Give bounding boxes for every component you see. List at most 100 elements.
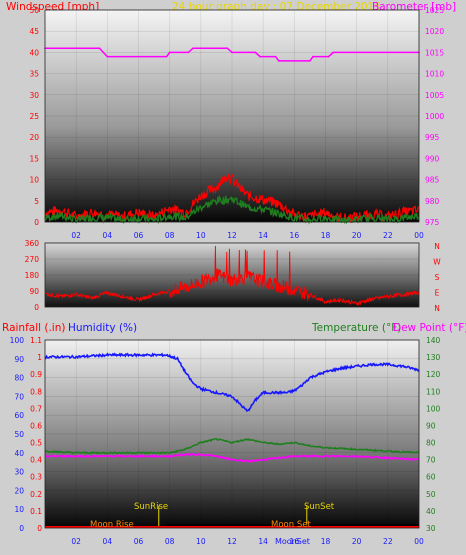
barometer-data-point (327, 55, 330, 58)
windgust-series-line (44, 173, 420, 224)
barometer-data-point (309, 60, 311, 62)
weather-panel-bg (45, 340, 419, 528)
barometer-y-tick-label: 1000 (425, 112, 444, 121)
barometer-data-point (332, 51, 335, 54)
barometer-y-tick-label: 975 (425, 218, 440, 227)
weather-x-tick-label: 00 (414, 537, 424, 546)
barometer-data-point (274, 55, 277, 58)
wind-x-tick-label: 14 (258, 231, 268, 240)
wind-y-tick-label: 10 (29, 176, 39, 185)
wind-x-tick-label: 02 (71, 231, 81, 240)
barometer-y-tick-label: 1005 (425, 91, 444, 100)
weather-x-tick-label: 12 (227, 537, 237, 546)
temperature-y-tick-label: 40 (426, 507, 436, 516)
moonrise-label: Moon Rise (90, 520, 134, 530)
barometer-data-point (192, 47, 194, 49)
barometer-y-tick-label: 980 (425, 197, 440, 206)
weather-x-tick-label: 04 (103, 537, 113, 546)
wind-y-tick-label: 40 (29, 48, 39, 57)
temperature-y-tick-label: 50 (426, 490, 436, 499)
barometer-data-point (187, 51, 190, 54)
temperature-y-tick-label: 120 (426, 370, 441, 379)
direction-panel-frame (44, 242, 420, 308)
wind-y-tick-label: 20 (29, 133, 39, 142)
rainfall-axis-label: Rainfall (.in) (2, 322, 65, 334)
humidity-series-line (44, 352, 420, 412)
humidity-y-tick-label: 60 (14, 411, 24, 420)
temperature-y-tick-label: 80 (426, 439, 436, 448)
direction-y-tick-label: 90 (29, 287, 39, 296)
rainfall-y-tick-label: 1.1 (30, 336, 42, 345)
temperature-y-tick-label: 90 (426, 421, 436, 430)
rainfall-y-tick-label: 0.3 (30, 473, 42, 482)
temperature-y-tick-label: 140 (426, 336, 441, 345)
weather-x-tick-label: 06 (134, 537, 144, 546)
weather-x-tick-label: 08 (165, 537, 175, 546)
weather-x-tick-label: 22 (383, 537, 393, 546)
direction-y-tick-label: 270 (25, 255, 40, 264)
rainfall-y-tick-label: 0.2 (30, 490, 42, 499)
barometer-data-point (98, 47, 101, 49)
humidity-y-tick-label: 10 (14, 505, 24, 514)
dewpoint-axis-label: Dew Point (°F) (393, 322, 466, 334)
wind-x-tick-label: 12 (227, 231, 237, 240)
barometer-data-point (106, 55, 109, 58)
wind-y-tick-label: 35 (29, 70, 39, 79)
weather-panel-frame (44, 339, 420, 529)
barometer-data-point (168, 51, 171, 54)
temperature-series-line (44, 437, 420, 455)
wind-x-tick-label: 16 (290, 231, 300, 240)
rainfall-y-tick-label: 0.1 (30, 507, 42, 516)
weather-x-tick-label: 20 (352, 537, 362, 546)
sunset-label: SunSet (304, 502, 335, 512)
humidity-y-tick-label: 100 (10, 336, 25, 345)
moonset-axis-label: MoonSet (275, 537, 310, 546)
compass-label: W (433, 258, 441, 267)
humidity-y-tick-label: 50 (14, 430, 24, 439)
wind-x-tick-label: 22 (383, 231, 393, 240)
wind-x-tick-label: 10 (196, 231, 206, 240)
compass-label: N (434, 242, 440, 251)
barometer-data-point (254, 51, 257, 54)
barometer-y-tick-label: 1015 (425, 48, 444, 57)
wind-chart-group: 0510152025303540455097598098599099510001… (29, 6, 444, 240)
humidity-y-tick-label: 80 (14, 374, 24, 383)
barometer-y-tick-label: 985 (425, 176, 440, 185)
direction-series-line (44, 245, 420, 307)
direction-panel-bg (45, 243, 419, 307)
wind-x-tick-label: 18 (321, 231, 331, 240)
humidity-y-tick-label: 90 (14, 355, 24, 364)
temperature-axis-label: Temperature (°F) (311, 322, 401, 334)
wind-y-tick-label: 25 (29, 112, 39, 121)
dewpoint-series-line (44, 452, 420, 463)
wind-panel-bg (45, 10, 419, 222)
barometer-y-tick-label: 1020 (425, 27, 444, 36)
weather-x-tick-label: 10 (196, 537, 206, 546)
barometer-y-tick-label: 995 (425, 133, 440, 142)
barometer-data-point (277, 60, 280, 62)
windspeed-series-line (44, 194, 420, 225)
weather-x-tick-label: 14 (258, 537, 268, 546)
humidity-y-tick-label: 40 (14, 449, 24, 458)
wind-x-tick-label: 04 (103, 231, 113, 240)
direction-y-tick-label: 0 (34, 303, 39, 312)
barometer-data-point (165, 55, 168, 58)
barometer-y-tick-label: 1010 (425, 70, 444, 79)
temperature-y-tick-label: 130 (426, 353, 441, 362)
barometer-data-point (312, 55, 314, 58)
weather-x-tick-label: 16 (290, 537, 300, 546)
humidity-y-tick-label: 70 (14, 392, 24, 401)
rainfall-y-tick-label: 0 (37, 524, 42, 533)
temperature-y-tick-label: 110 (426, 387, 441, 396)
wind-x-tick-label: 08 (165, 231, 175, 240)
wind-y-tick-label: 30 (29, 91, 39, 100)
wind-x-tick-label: 20 (352, 231, 362, 240)
humidity-y-tick-label: 0 (19, 524, 24, 533)
sunrise-label: SunRise (134, 502, 168, 512)
wind-y-tick-label: 45 (29, 27, 39, 36)
barometer-series-line (45, 47, 419, 62)
temperature-y-tick-label: 30 (426, 524, 436, 533)
